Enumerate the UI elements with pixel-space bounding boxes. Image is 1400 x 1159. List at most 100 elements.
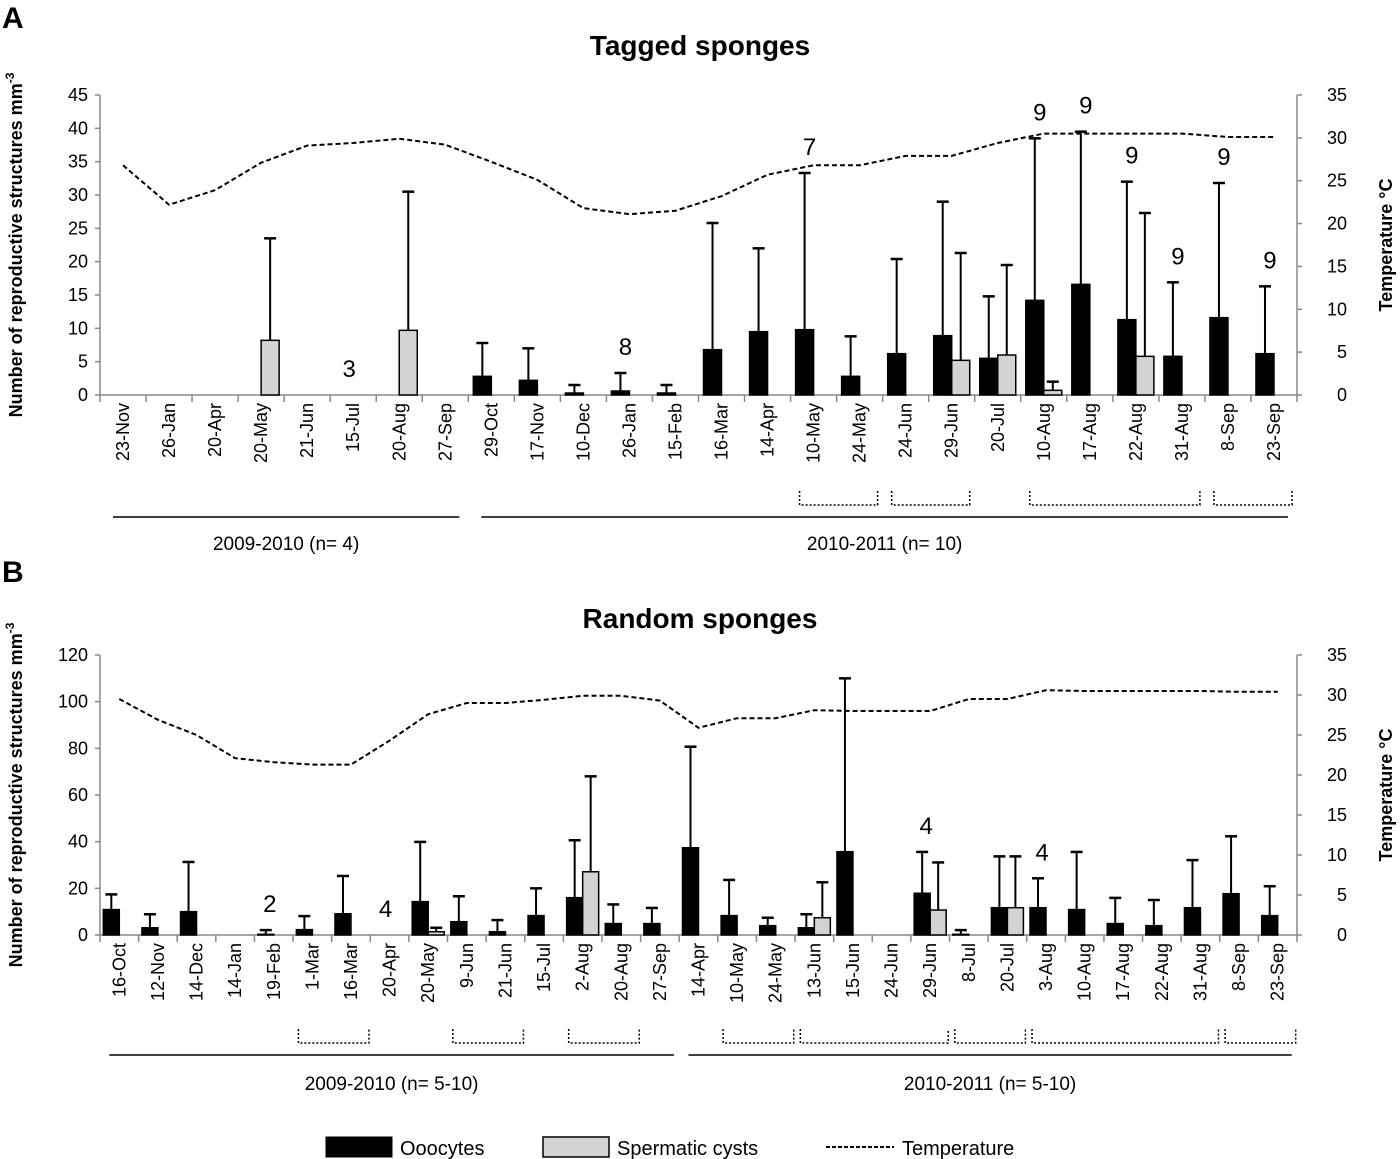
x-tick-label: 23-Nov bbox=[113, 403, 133, 461]
sample-size-annotation: 4 bbox=[379, 896, 392, 923]
x-tick-label: 20-Apr bbox=[205, 403, 225, 457]
group-bracket bbox=[798, 491, 879, 506]
x-tick-label: 24-May bbox=[850, 403, 870, 463]
y2-tick-label: 30 bbox=[1327, 128, 1347, 148]
oocytes-bar bbox=[257, 933, 275, 936]
sample-size-annotation: 7 bbox=[803, 134, 816, 161]
x-tick-label: 21-Jun bbox=[297, 403, 317, 458]
y-tick-label: 35 bbox=[68, 152, 88, 172]
group-bracket bbox=[890, 491, 971, 506]
x-tick-label: 16-Mar bbox=[341, 943, 361, 1000]
oocytes-bar bbox=[797, 927, 816, 936]
x-tick-label: 22-Aug bbox=[1126, 403, 1146, 461]
chart-panel-a: A Tagged sponges 0 5 10 15 20 25 30 35 40 45 0 5 10 15 2… bbox=[2, 2, 1396, 555]
group-bracket bbox=[1029, 491, 1201, 506]
x-tick-label: 27-Sep bbox=[650, 943, 670, 1001]
oocytes-bar bbox=[1163, 355, 1183, 396]
x-tick-label: 24-May bbox=[766, 943, 786, 1003]
x-tick-label: 20-Apr bbox=[380, 943, 400, 997]
x-tick-label: 20-Aug bbox=[611, 943, 631, 1001]
x-tick-label: 20-May bbox=[418, 943, 438, 1003]
x-tick-label: 20-May bbox=[251, 403, 271, 463]
x-tick-label: 24-Jun bbox=[896, 403, 916, 458]
x-tick-label: 1-Mar bbox=[302, 943, 322, 990]
x-tick-label: 10-May bbox=[804, 403, 824, 463]
y-tick-label: 60 bbox=[68, 785, 88, 805]
x-tick-label: 31-Aug bbox=[1172, 403, 1192, 461]
oocytes-bar bbox=[179, 910, 198, 936]
y-tick-label: 30 bbox=[68, 185, 88, 205]
period-label: 2009-2010 (n= 4) bbox=[213, 534, 359, 555]
oocytes-bar bbox=[518, 379, 539, 396]
y-tick-label: 40 bbox=[68, 118, 88, 138]
y2-tick-label: 15 bbox=[1327, 805, 1347, 825]
oocytes-bar bbox=[681, 846, 700, 936]
x-tick-label: 20-Jul bbox=[988, 403, 1008, 452]
spermatic-cysts-bar bbox=[1006, 906, 1025, 936]
group-bracket bbox=[799, 1029, 949, 1044]
oocytes-bar bbox=[1255, 352, 1275, 396]
y-tick-label: 40 bbox=[68, 832, 88, 852]
oocytes-bar bbox=[990, 906, 1009, 936]
y-tick-label: 5 bbox=[78, 352, 88, 372]
temperature-line bbox=[118, 689, 1278, 766]
y-tick-label: 20 bbox=[68, 878, 88, 898]
y-axis-label-sup: -3 bbox=[3, 72, 17, 83]
y2-tick-label: 35 bbox=[1327, 85, 1347, 105]
period-label: 2010-2011 (n= 5-10) bbox=[904, 1074, 1076, 1095]
oocytes-bar bbox=[141, 927, 159, 936]
oocytes-bar bbox=[1029, 906, 1047, 936]
oocytes-bar bbox=[1071, 283, 1091, 396]
y-tick-label: 45 bbox=[68, 85, 88, 105]
oocytes-bar bbox=[886, 352, 907, 396]
x-tick-label: 13-Jun bbox=[804, 943, 824, 998]
oocytes-bar bbox=[979, 357, 999, 396]
x-tick-label: 8-Jul bbox=[959, 943, 979, 982]
sample-size-annotation: 9 bbox=[1079, 93, 1092, 120]
sample-size-annotation: 2 bbox=[263, 891, 276, 918]
panel-letter: A bbox=[2, 2, 24, 35]
spermatic-cysts-bar bbox=[398, 329, 418, 396]
y2-tick-label: 20 bbox=[1327, 765, 1347, 785]
x-tick-label: 3-Aug bbox=[1036, 943, 1056, 991]
group-bracket bbox=[722, 1029, 795, 1044]
spermatic-cysts-bar bbox=[929, 909, 947, 936]
y-tick-label: 100 bbox=[58, 692, 88, 712]
x-tick-label: 26-Jan bbox=[619, 403, 639, 458]
oocytes-bar bbox=[527, 914, 545, 936]
y-axis-label: Number of reproductive structures mm-3 bbox=[3, 72, 26, 417]
oocytes-bar bbox=[488, 930, 507, 936]
oocytes-bar bbox=[472, 375, 493, 396]
group-bracket bbox=[1213, 491, 1293, 506]
y-axis-label-text: Number of reproductive structures mm bbox=[6, 633, 26, 967]
sample-size-annotation: 9 bbox=[1033, 99, 1046, 126]
y2-tick-label: 30 bbox=[1327, 685, 1347, 705]
x-tick-label: 31-Aug bbox=[1190, 943, 1210, 1001]
y2-tick-label: 25 bbox=[1327, 171, 1347, 191]
oocytes-bar bbox=[1145, 924, 1163, 936]
y-tick-label: 10 bbox=[68, 318, 88, 338]
oocytes-bar bbox=[702, 348, 723, 396]
y2-tick-label: 5 bbox=[1337, 342, 1347, 362]
oocytes-bar bbox=[656, 392, 677, 396]
legend-spermatic-swatch bbox=[542, 1136, 610, 1158]
x-tick-label: 9-Jun bbox=[457, 943, 477, 988]
y2-tick-label: 20 bbox=[1327, 214, 1347, 234]
x-tick-label: 10-Aug bbox=[1034, 403, 1054, 461]
oocytes-bar bbox=[565, 896, 584, 936]
x-tick-label: 21-Jun bbox=[495, 943, 515, 998]
oocytes-bar bbox=[840, 375, 861, 396]
legend-temperature-label: Temperature bbox=[902, 1138, 1014, 1159]
oocytes-bar bbox=[1209, 316, 1229, 396]
chart-panel-b: B Random sponges 0 20 40 60 80 100 120 0 5 10 15 20 25… bbox=[2, 556, 1396, 1095]
sample-size-annotation: 4 bbox=[919, 813, 932, 840]
spermatic-cysts-bar bbox=[427, 930, 445, 936]
y2-tick-label: 0 bbox=[1337, 385, 1347, 405]
sample-size-annotation: 8 bbox=[619, 334, 632, 361]
group-bracket bbox=[1031, 1029, 1220, 1044]
period-label: 2009-2010 (n= 5-10) bbox=[305, 1074, 479, 1095]
sample-size-annotation: 3 bbox=[343, 356, 356, 383]
x-tick-label: 26-Jan bbox=[159, 403, 179, 458]
oocytes-bar bbox=[604, 922, 623, 936]
